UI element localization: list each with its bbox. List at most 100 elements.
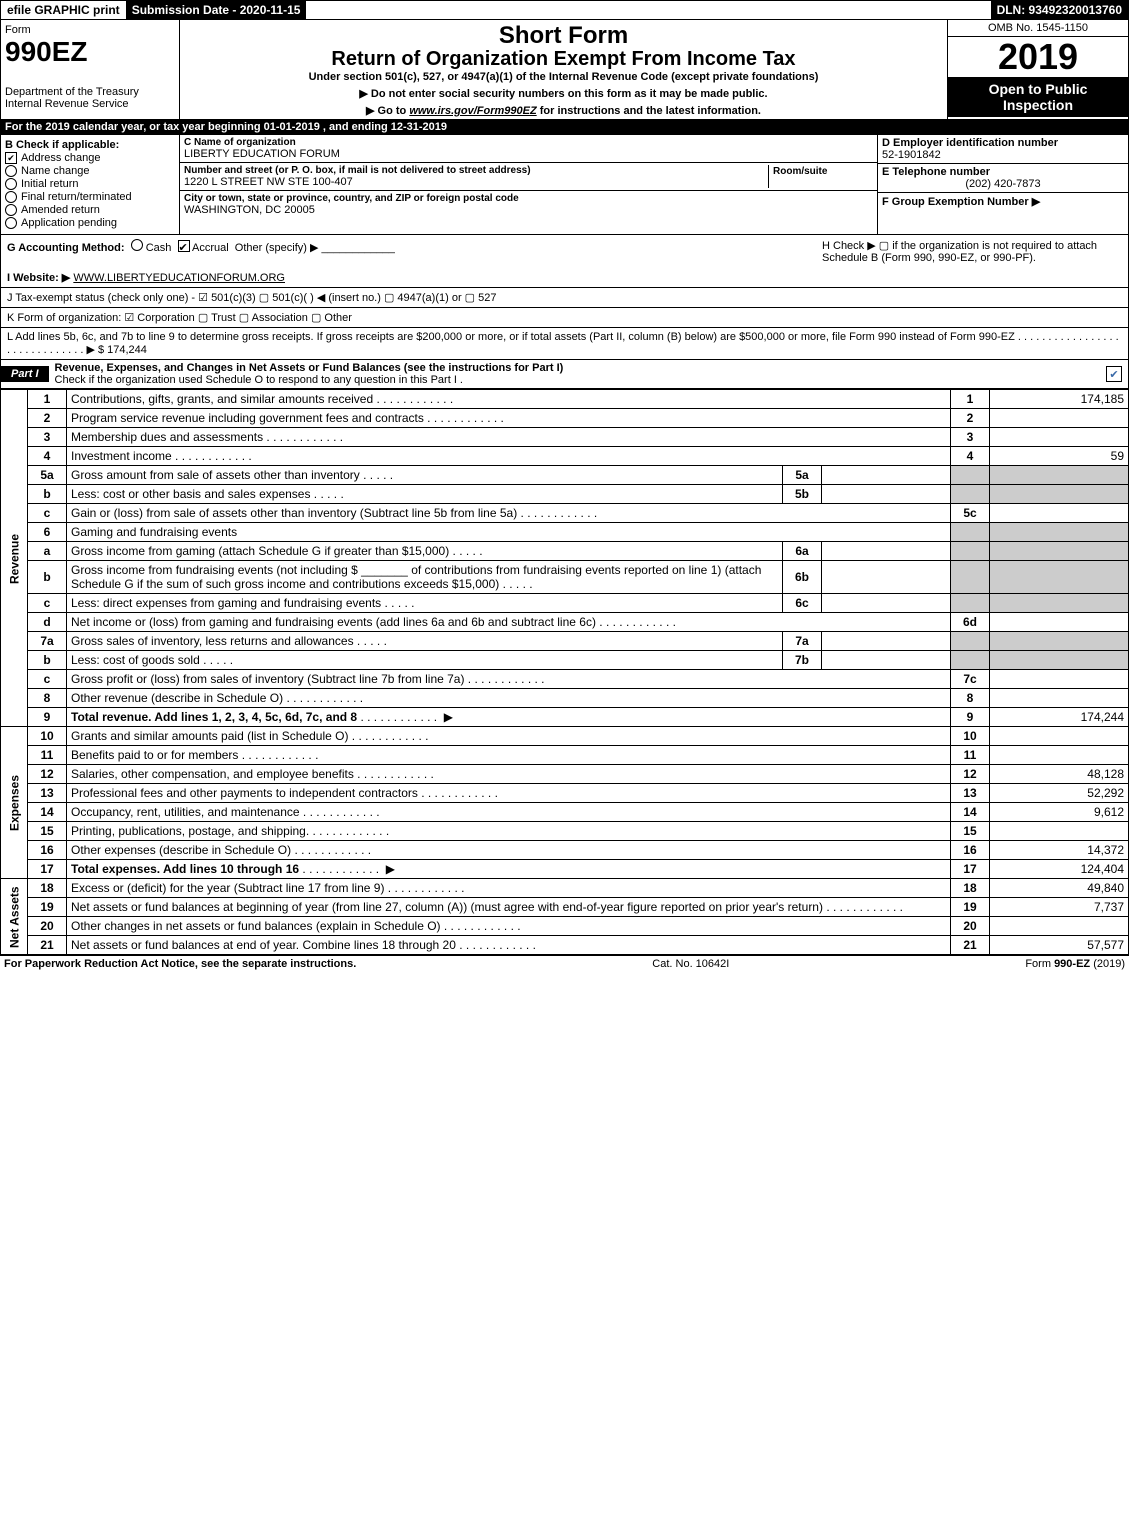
line-number: 7a <box>28 632 67 651</box>
line-desc: Occupancy, rent, utilities, and maintena… <box>67 803 951 822</box>
irs-link[interactable]: www.irs.gov/Form990EZ <box>409 105 536 117</box>
line-desc: Investment income . . . . . . . . . . . … <box>67 447 951 466</box>
line-amount <box>990 727 1129 746</box>
line-number: a <box>28 542 67 561</box>
checkbox-label: Initial return <box>21 178 78 190</box>
line-code: 10 <box>951 727 990 746</box>
inline-code: 6c <box>783 594 822 613</box>
website-value[interactable]: WWW.LIBERTYEDUCATIONFORUM.ORG <box>73 272 285 284</box>
line-code: 6d <box>951 613 990 632</box>
box-b: B Check if applicable: Address changeNam… <box>1 135 180 234</box>
line-code: 20 <box>951 917 990 936</box>
submission-date-button[interactable]: Submission Date - 2020-11-15 <box>126 1 308 19</box>
line-number: 6 <box>28 523 67 542</box>
checkbox-initial-return[interactable]: Initial return <box>5 178 175 190</box>
line-row: 9Total revenue. Add lines 1, 2, 3, 4, 5c… <box>1 708 1129 727</box>
line-number: 3 <box>28 428 67 447</box>
line-amount <box>990 670 1129 689</box>
efile-print-button[interactable]: efile GRAPHIC print <box>1 1 126 19</box>
line-code: 5c <box>951 504 990 523</box>
line-desc: Gross amount from sale of assets other t… <box>67 466 783 485</box>
line-amount <box>990 822 1129 841</box>
line-row: Expenses10Grants and similar amounts pai… <box>1 727 1129 746</box>
line-amount: 174,244 <box>990 708 1129 727</box>
inline-amount <box>822 651 951 670</box>
shaded-cell <box>951 485 990 504</box>
line-desc: Gross income from fundraising events (no… <box>67 561 783 594</box>
row-a-text: For the 2019 calendar year, or tax year … <box>5 121 447 133</box>
line-amount: 124,404 <box>990 860 1129 879</box>
radio-icon <box>5 191 17 203</box>
line-row: cLess: direct expenses from gaming and f… <box>1 594 1129 613</box>
line-amount: 174,185 <box>990 390 1129 409</box>
line-code: 9 <box>951 708 990 727</box>
line-row: Net Assets18Excess or (deficit) for the … <box>1 879 1129 898</box>
line-number: c <box>28 670 67 689</box>
checkbox-amended-return[interactable]: Amended return <box>5 204 175 216</box>
line-desc: Gain or (loss) from sale of assets other… <box>67 504 951 523</box>
line-row: 13Professional fees and other payments t… <box>1 784 1129 803</box>
line-amount: 52,292 <box>990 784 1129 803</box>
h-schedule-b: H Check ▶ ▢ if the organization is not r… <box>822 239 1122 264</box>
checkbox-label: Amended return <box>21 204 100 216</box>
line-number: 13 <box>28 784 67 803</box>
line-desc: Gross profit or (loss) from sales of inv… <box>67 670 951 689</box>
line-row: cGross profit or (loss) from sales of in… <box>1 670 1129 689</box>
line-desc: Program service revenue including govern… <box>67 409 951 428</box>
line-amount <box>990 917 1129 936</box>
inline-amount <box>822 632 951 651</box>
line-amount: 7,737 <box>990 898 1129 917</box>
line-code: 12 <box>951 765 990 784</box>
accrual-checkbox[interactable]: ✔ <box>178 240 190 252</box>
line-amount <box>990 409 1129 428</box>
open-public-badge: Open to Public Inspection <box>948 77 1128 117</box>
inline-code: 6a <box>783 542 822 561</box>
phone-value: (202) 420-7873 <box>882 178 1124 190</box>
line-code: 7c <box>951 670 990 689</box>
line-desc: Gaming and fundraising events <box>67 523 951 542</box>
f-group-label: F Group Exemption Number ▶ <box>882 195 1124 208</box>
identity-block: B Check if applicable: Address changeNam… <box>0 135 1129 235</box>
checkbox-final-return-terminated[interactable]: Final return/terminated <box>5 191 175 203</box>
checkbox-application-pending[interactable]: Application pending <box>5 217 175 229</box>
box-c: C Name of organization LIBERTY EDUCATION… <box>180 135 877 234</box>
line-number: c <box>28 504 67 523</box>
line-row: 12Salaries, other compensation, and empl… <box>1 765 1129 784</box>
cash-label: Cash <box>146 242 172 254</box>
line-number: 8 <box>28 689 67 708</box>
cash-radio[interactable] <box>131 239 143 251</box>
line-number: b <box>28 561 67 594</box>
line-row: 17Total expenses. Add lines 10 through 1… <box>1 860 1129 879</box>
line-code: 17 <box>951 860 990 879</box>
checkbox-name-change[interactable]: Name change <box>5 165 175 177</box>
checkbox-label: Final return/terminated <box>21 191 132 203</box>
line-code: 21 <box>951 936 990 955</box>
line-desc: Less: cost of goods sold . . . . . <box>67 651 783 670</box>
street-address: 1220 L STREET NW STE 100-407 <box>184 176 768 188</box>
box-def: D Employer identification number 52-1901… <box>877 135 1128 234</box>
title-return: Return of Organization Exempt From Incom… <box>186 48 941 71</box>
shaded-cell <box>990 466 1129 485</box>
line-desc: Less: direct expenses from gaming and fu… <box>67 594 783 613</box>
goto-pre: ▶ Go to <box>366 105 409 117</box>
line-number: 2 <box>28 409 67 428</box>
other-label: Other (specify) ▶ <box>235 242 319 254</box>
line-desc: Gross income from gaming (attach Schedul… <box>67 542 783 561</box>
line-row: dNet income or (loss) from gaming and fu… <box>1 613 1129 632</box>
irs-label: Internal Revenue Service <box>5 98 175 110</box>
omb-number: OMB No. 1545-1150 <box>948 20 1128 37</box>
line-row: 4Investment income . . . . . . . . . . .… <box>1 447 1129 466</box>
line-number: 12 <box>28 765 67 784</box>
part1-sub: Check if the organization used Schedule … <box>55 374 463 386</box>
d-ein-label: D Employer identification number <box>882 137 1124 149</box>
line-number: 5a <box>28 466 67 485</box>
addr1-label: Number and street (or P. O. box, if mail… <box>184 165 768 176</box>
part1-checkbox[interactable] <box>1106 366 1122 382</box>
row-k-orgform: K Form of organization: ☑ Corporation ▢ … <box>0 308 1129 328</box>
part1-title: Revenue, Expenses, and Changes in Net As… <box>55 362 564 374</box>
public-warning: ▶ Do not enter social security numbers o… <box>186 87 941 100</box>
inline-amount <box>822 561 951 594</box>
line-amount <box>990 613 1129 632</box>
g-label: G Accounting Method: <box>7 242 125 254</box>
checkbox-address-change[interactable]: Address change <box>5 152 175 164</box>
